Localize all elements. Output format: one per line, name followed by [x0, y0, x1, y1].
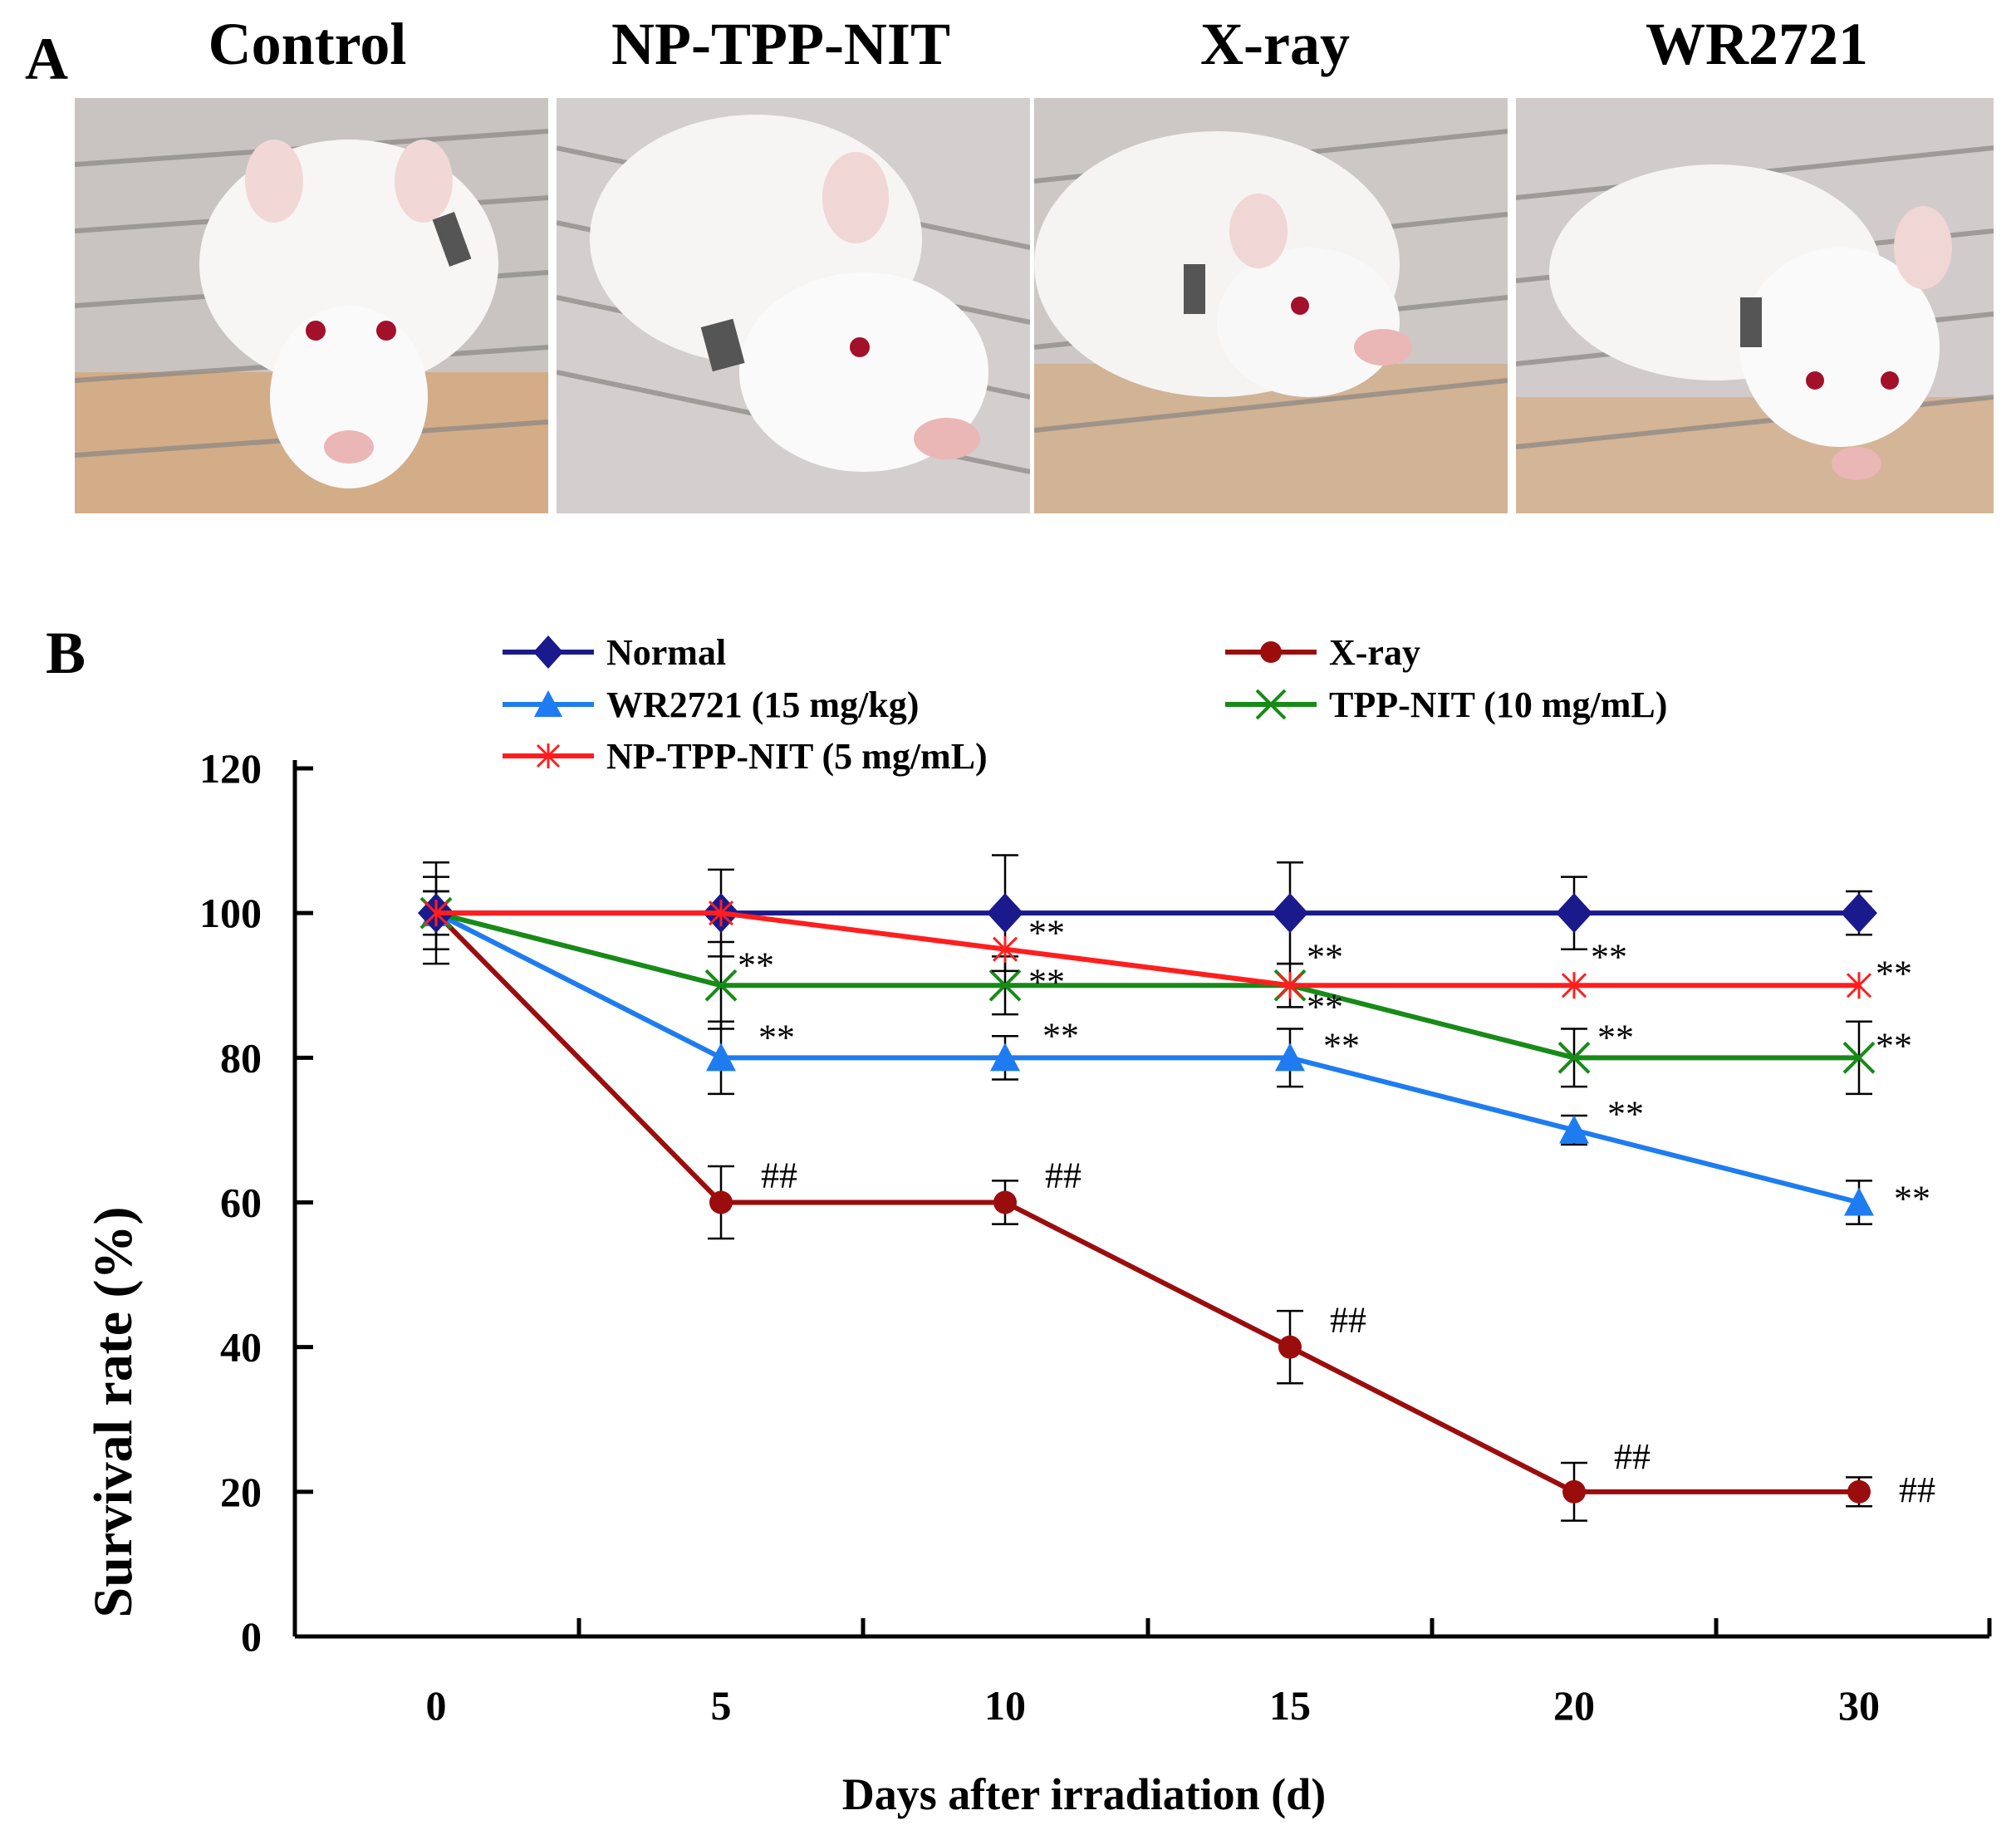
series-layer — [418, 854, 1877, 1522]
significance-mark: ** — [1591, 936, 1627, 977]
x-axis-title: Days after irradiation (d) — [842, 1769, 1326, 1819]
y-tick-label: 20 — [220, 1469, 262, 1515]
legend-label: X-ray — [1329, 632, 1420, 673]
axes: 0 20 40 60 80 100 120 0 5 10 15 20 30 — [199, 745, 1992, 1729]
marker-triangle — [534, 690, 562, 717]
x-tick-label: 15 — [1269, 1682, 1311, 1729]
y-tick-label: 80 — [220, 1034, 262, 1081]
legend-item: TPP-NIT (10 mg/mL) — [1225, 684, 1667, 725]
survival-chart: Normal X-ray WR2721 (15 mg/kg) TPP-NIT (10 … — [83, 632, 1992, 1819]
legend-label: TPP-NIT (10 mg/mL) — [1329, 684, 1667, 725]
y-axis-title: Survival rate (%) — [83, 1207, 144, 1618]
significance-mark: ** — [1323, 1025, 1360, 1066]
panel-a-label: A — [25, 26, 68, 92]
legend-item: NP-TPP-NIT (5 mg/mL) — [503, 736, 988, 777]
marker-circle — [709, 1190, 733, 1214]
marker-triangle — [1275, 1043, 1305, 1072]
significance-mark: ** — [1028, 961, 1065, 1002]
marker-diamond — [1272, 893, 1308, 934]
photo-title-x-ray: X-ray — [1200, 11, 1350, 77]
series-line — [434, 911, 1859, 1494]
marker-diamond — [987, 893, 1023, 934]
marker-circle — [1847, 1479, 1871, 1504]
x-tick-label: 0 — [426, 1682, 447, 1729]
y-tick-label: 100 — [199, 890, 262, 936]
significance-mark: ** — [738, 944, 774, 985]
significance-mark: ## — [1614, 1436, 1651, 1477]
panel-b-label: B — [46, 620, 86, 686]
photo-title-control: Control — [208, 11, 407, 77]
x-tick-label: 30 — [1838, 1682, 1880, 1729]
marker-x — [1842, 1041, 1876, 1074]
marker-diamond — [1556, 893, 1592, 934]
marker-triangle — [990, 1043, 1020, 1072]
marker-circle — [1562, 1479, 1586, 1504]
marker-triangle — [1559, 1115, 1589, 1144]
marker-star — [423, 900, 449, 927]
marker-x — [704, 969, 738, 1002]
significance-mark: ## — [1045, 1155, 1082, 1196]
marker-star — [1846, 972, 1872, 999]
significance-mark: ** — [1307, 936, 1343, 977]
series-line — [435, 910, 1859, 1061]
legend-item: Normal — [503, 632, 726, 673]
x-tick-label: 10 — [984, 1682, 1026, 1729]
marker-circle — [993, 1190, 1017, 1214]
marker-star — [708, 900, 734, 927]
marker-diamond — [533, 635, 563, 669]
y-tick-label: 120 — [199, 745, 262, 792]
marker-x — [1255, 689, 1287, 720]
legend-label: Normal — [606, 632, 726, 673]
significance-mark: ** — [758, 1017, 795, 1057]
marker-triangle — [1844, 1187, 1874, 1216]
legend-item: WR2721 (15 mg/kg) — [503, 684, 919, 725]
photo-title-np-tpp-nit: NP-TPP-NIT — [611, 11, 950, 77]
significance-mark: ** — [1876, 1025, 1912, 1066]
series-line — [434, 910, 1860, 1205]
marker-x — [988, 969, 1022, 1002]
legend-label: NP-TPP-NIT (5 mg/mL) — [606, 736, 988, 777]
significance-mark: ## — [1330, 1300, 1366, 1341]
photo-x-ray — [1034, 98, 1508, 513]
marker-triangle — [706, 1043, 736, 1072]
x-tick-label: 20 — [1553, 1682, 1595, 1729]
x-tick-label: 5 — [711, 1682, 732, 1729]
significance-mark: ## — [761, 1155, 797, 1196]
marker-star — [1277, 972, 1303, 999]
significance-mark: ** — [1607, 1093, 1644, 1134]
series-np-tpp-nit — [423, 900, 1872, 999]
photo-title-wr2721: WR2721 — [1646, 11, 1868, 77]
photo-np-tpp-nit — [557, 98, 1030, 513]
marker-x — [1557, 1041, 1591, 1074]
annotations: ## ########** ** ******** ****** ****** ** ** — [738, 913, 1935, 1510]
legend-label: WR2721 (15 mg/kg) — [606, 684, 919, 725]
marker-star — [992, 935, 1018, 963]
significance-mark: ** — [1597, 1017, 1634, 1057]
photo-wr2721 — [1516, 98, 1994, 513]
significance-mark: ## — [1899, 1469, 1935, 1510]
significance-mark: ** — [1307, 986, 1343, 1027]
significance-mark: ** — [1876, 953, 1912, 993]
series-line — [436, 910, 1859, 989]
marker-star — [1561, 972, 1587, 999]
significance-mark: ** — [1894, 1179, 1930, 1219]
photo-control — [75, 98, 548, 513]
series-x-ray — [423, 890, 1872, 1522]
y-tick-label: 40 — [220, 1324, 262, 1371]
marker-star — [536, 743, 561, 768]
significance-mark: ** — [1028, 913, 1065, 954]
legend: Normal X-ray WR2721 (15 mg/kg) TPP-NIT (10 … — [503, 632, 1667, 777]
legend-item: X-ray — [1225, 632, 1420, 673]
significance-mark: ** — [1042, 1015, 1079, 1056]
marker-diamond — [1841, 893, 1877, 934]
marker-circle — [1278, 1335, 1302, 1359]
y-tick-label: 60 — [220, 1180, 262, 1226]
y-tick-label: 0 — [241, 1613, 262, 1660]
marker-circle — [1260, 641, 1282, 663]
series-normal — [418, 854, 1877, 973]
